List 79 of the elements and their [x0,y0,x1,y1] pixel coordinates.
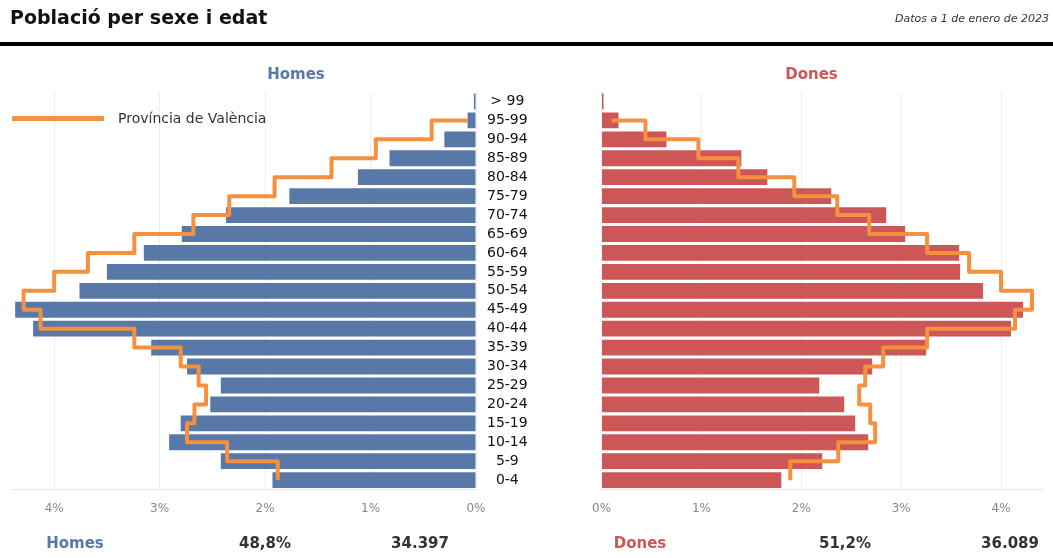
bar [602,245,960,261]
text: Datos a 1 de enero de 2023 [895,12,1049,25]
bar [357,169,476,186]
bar [106,263,476,280]
bar [226,207,476,223]
bar [180,415,476,432]
text: Província de València [118,110,267,126]
text: 36.089 [981,534,1039,552]
y-tick-label: 55-59 [487,262,528,279]
y-tick-label: 10-14 [487,432,528,449]
y-tick-label: > 99 [490,92,525,109]
y-tick-label: 20-24 [487,395,528,412]
text: Població per sexe i edat [10,6,268,28]
bar [33,320,476,337]
bar [602,226,906,242]
bar [602,188,832,205]
chart-title: Dones [785,64,838,83]
bar [467,112,476,129]
text: 48,8% [238,534,292,552]
x-tick-label: 3% [891,500,911,515]
bar [187,358,476,375]
bar [602,320,1012,337]
y-tick-label: 95-99 [487,111,528,128]
y-tick-label: 25-29 [487,376,528,393]
x-tick-label: 1% [361,500,381,515]
bar [602,339,927,356]
y-tick-label: 15-19 [487,413,528,430]
bar [602,396,845,413]
bar [602,377,820,394]
x-tick-label: 0% [592,500,612,515]
bar [143,245,476,261]
y-tick-label: 85-89 [487,148,528,165]
y-tick-label: 50-54 [487,281,528,298]
bar [602,472,782,489]
bar [602,453,823,470]
bar [602,415,856,432]
y-tick-label: 75-79 [487,186,528,203]
bar [210,396,476,413]
x-tick-label: 3% [150,500,170,515]
bar [389,150,476,167]
bar [602,301,1024,318]
bar [602,434,869,451]
y-tick-label: 65-69 [487,224,528,241]
y-tick-label: 45-49 [487,300,528,317]
x-tick-label: 0% [466,500,486,515]
bar [169,434,476,451]
chart-title: Homes [267,64,325,83]
x-tick-label: 2% [791,500,811,515]
bar [602,263,961,280]
bar [220,377,476,394]
x-tick-label: 4% [991,500,1011,515]
bar [289,188,476,205]
bar [602,207,887,223]
bar [602,282,984,299]
x-tick-label: 4% [44,500,64,515]
text: 51,2% [818,534,872,552]
y-tick-label: 80-84 [487,167,528,184]
y-tick-label: 40-44 [487,319,528,336]
y-tick-label: 70-74 [487,205,528,222]
bar [272,472,476,489]
bar [181,226,476,242]
x-tick-label: 1% [691,500,711,515]
y-tick-label: 5-9 [495,451,519,468]
bar [602,358,873,375]
bar [151,339,476,356]
y-tick-label: 90-94 [487,129,528,146]
bar [79,282,476,299]
text: 34.397 [391,534,449,552]
x-tick-label: 2% [255,500,275,515]
text: Dones [613,534,667,552]
y-tick-label: 35-39 [487,338,528,355]
y-tick-label: 0-4 [495,470,519,487]
y-tick-label: 60-64 [487,243,528,260]
bar [602,169,768,186]
bar [444,131,476,148]
y-tick-label: 30-34 [487,357,528,374]
bar [220,453,476,470]
bar [15,301,476,318]
text: Homes [46,534,104,552]
